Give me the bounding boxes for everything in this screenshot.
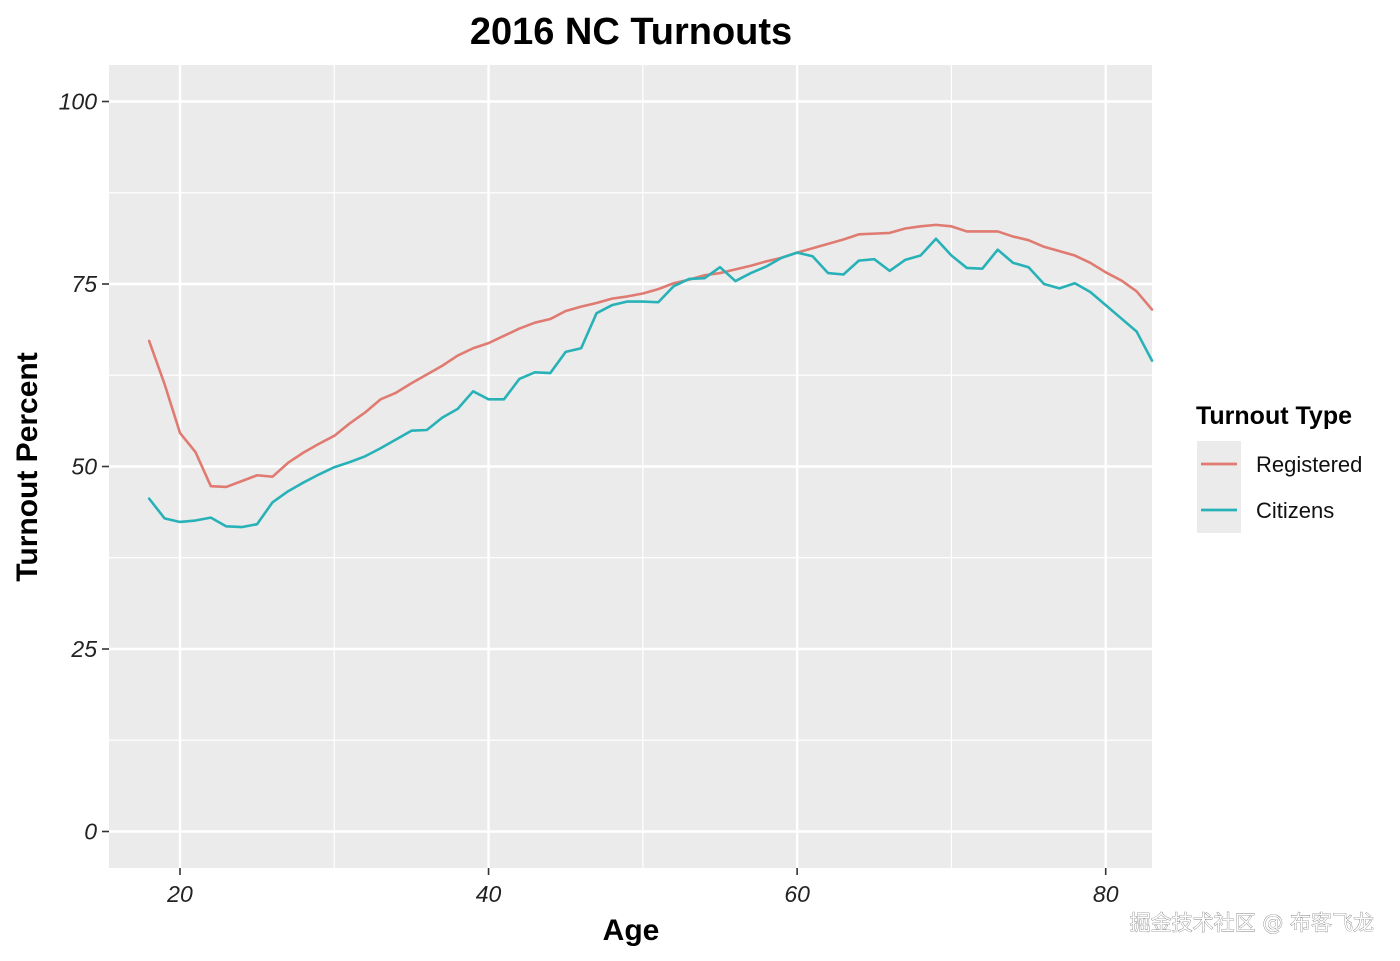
chart-title: 2016 NC Turnouts: [470, 11, 792, 53]
series-line-registered: [147, 223, 1154, 489]
legend-title: Turnout Type: [1196, 402, 1352, 430]
major-gridlines: [109, 65, 1152, 868]
y-tick-label: 100: [59, 89, 98, 115]
series-line-citizens: [147, 237, 1154, 529]
legend: Turnout Type Registered Citizens: [1196, 402, 1362, 533]
y-tick-label: 75: [71, 271, 97, 297]
x-axis-ticks: 20 40 60 80: [166, 868, 1119, 907]
y-axis-ticks: 0 25 50 75 100: [59, 89, 109, 845]
y-tick-label: 0: [84, 819, 97, 845]
watermark-text: 掘金技术社区 @ 布客飞龙: [1130, 911, 1374, 935]
y-tick-label: 25: [70, 636, 97, 662]
x-tick-label: 60: [784, 881, 810, 907]
legend-label-registered: Registered: [1256, 452, 1362, 477]
y-tick-label: 50: [71, 454, 97, 480]
y-axis-title: Turnout Percent: [11, 352, 44, 581]
x-axis-title: Age: [603, 914, 660, 947]
x-tick-label: 20: [166, 881, 193, 907]
x-tick-label: 80: [1093, 881, 1119, 907]
x-tick-label: 40: [476, 881, 502, 907]
series-lines: [147, 223, 1154, 529]
legend-label-citizens: Citizens: [1256, 498, 1334, 523]
